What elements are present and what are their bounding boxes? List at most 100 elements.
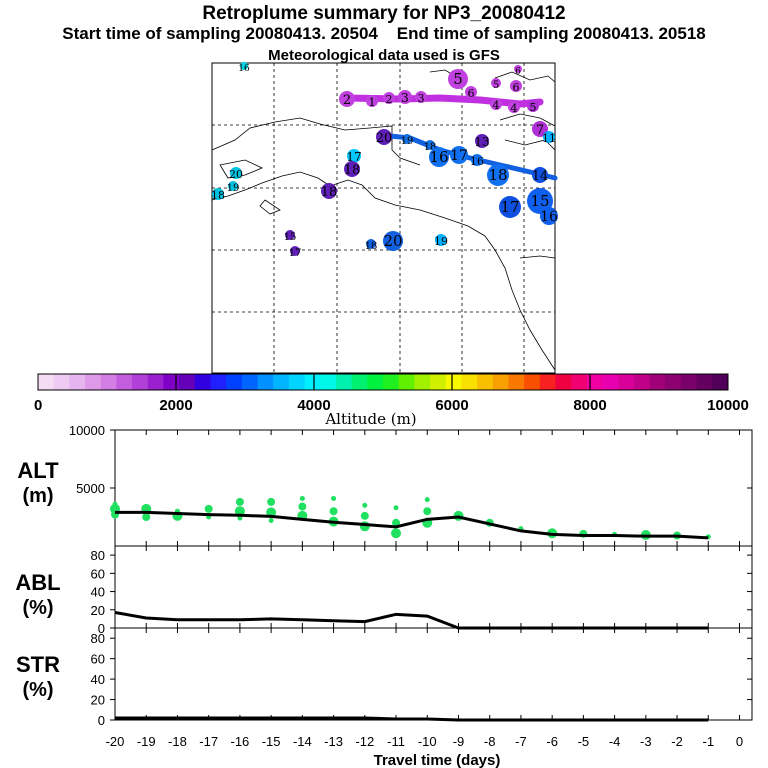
- plume-marker: 19: [434, 234, 448, 248]
- x-axis-label: Travel time (days): [374, 752, 501, 768]
- plume-marker: 6: [510, 80, 522, 94]
- panel-frame: [114, 627, 753, 721]
- panel-title: ALT: [17, 458, 59, 483]
- y-tick-label: 0: [98, 621, 105, 636]
- x-tick-label: -5: [578, 734, 590, 749]
- particle-point: [362, 502, 368, 508]
- plume-marker: 3: [398, 90, 412, 105]
- plume-marker-label: 17: [500, 198, 519, 216]
- colorbar-tick-label: 8000: [573, 397, 606, 414]
- plume-marker-label: 18: [321, 185, 338, 200]
- plume-marker-label: 20: [229, 168, 243, 181]
- plume-marker: 17: [450, 146, 468, 164]
- colorbar-tick-label: 10000: [707, 397, 749, 414]
- plume-marker: 6: [465, 86, 477, 100]
- colorbar-cell: [492, 374, 509, 390]
- plume-marker: 16: [429, 147, 449, 167]
- start-time-label: Start time of sampling 20080413. 20504: [62, 24, 378, 43]
- plume-marker-label: 4: [511, 102, 518, 115]
- plume-marker: 5: [527, 100, 539, 114]
- particle-point: [237, 515, 243, 521]
- plume-marker-dot: [429, 147, 449, 167]
- colorbar-cell: [69, 374, 86, 390]
- x-tick-label: -9: [453, 734, 465, 749]
- plume-marker-label: 2: [386, 93, 393, 106]
- plume-marker-label: 16: [238, 64, 250, 74]
- colorbar-cell: [461, 374, 478, 390]
- colorbar-cell: [555, 374, 572, 390]
- colorbar-cell: [571, 374, 588, 390]
- plume-marker-dot: [415, 91, 427, 103]
- plume-marker-dot: [491, 78, 501, 88]
- colorbar-cell: [100, 374, 117, 390]
- colorbar-cell: [85, 374, 102, 390]
- plume-marker: 18: [321, 183, 338, 200]
- plume-marker-label: 18: [365, 241, 378, 252]
- plume-marker-label: 5: [530, 101, 537, 114]
- plume-marker: 18: [344, 161, 360, 178]
- colorbar-cell: [288, 374, 306, 390]
- y-tick-label: 40: [91, 585, 105, 600]
- y-tick-label: 0: [98, 713, 105, 728]
- x-tick-label: -10: [418, 734, 437, 749]
- particle-point: [235, 497, 244, 506]
- str-line: [115, 716, 709, 722]
- y-tick-label: 20: [91, 693, 105, 708]
- plume-marker: 17: [499, 196, 521, 218]
- x-tick-label: -8: [484, 734, 496, 749]
- plume-marker-dot: [471, 154, 483, 166]
- particle-point: [391, 528, 402, 539]
- plume-marker: 18: [424, 140, 436, 153]
- colorbar-cell: [445, 374, 462, 390]
- colorbar: 0 2000 4000 6000 8000 10000 Altitude (m): [34, 373, 749, 428]
- colorbar-cell: [398, 374, 415, 390]
- plume-marker-dot: [508, 101, 520, 113]
- end-time-label: End time of sampling 20080413. 20518: [396, 24, 706, 43]
- plume-marker-dot: [290, 246, 300, 256]
- panel-abl: 0 20 40 60 80 ABL(%): [15, 545, 753, 636]
- plume-marker: 15: [284, 230, 296, 243]
- colorbar-cell: [147, 374, 164, 390]
- plume-marker-label: 11: [542, 132, 556, 145]
- colorbar-cell: [351, 374, 368, 390]
- plume-marker-dot: [240, 62, 248, 70]
- plume-marker-dot: [398, 90, 412, 104]
- x-tick-label: -18: [168, 734, 187, 749]
- plume-marker-dot: [540, 207, 558, 225]
- colorbar-cell: [163, 374, 180, 390]
- x-tick-label: -13: [324, 734, 343, 749]
- colorbar-cell: [241, 374, 259, 390]
- colorbar-cell: [649, 374, 666, 390]
- plume-marker-dot: [366, 239, 376, 249]
- colorbar-tick-label: 4000: [297, 397, 330, 414]
- colorbar-cell: [524, 374, 541, 390]
- plume-marker-label: 19: [434, 235, 448, 248]
- x-tick-label: -6: [546, 734, 558, 749]
- y-tick-label: 60: [91, 652, 105, 667]
- colorbar-cell: [53, 374, 70, 390]
- abl-line: [114, 611, 709, 630]
- plume-marker-label: 15: [530, 192, 549, 210]
- colorbar-cell: [665, 374, 682, 390]
- plume-marker-label: 6: [513, 81, 520, 94]
- plume-marker: 17: [289, 246, 302, 259]
- plume-marker-dot: [339, 91, 355, 107]
- plume-marker: 19: [401, 134, 413, 147]
- panel-frame: [114, 429, 753, 547]
- plume-marker-label: 17: [289, 248, 302, 259]
- plume-marker: 16: [238, 62, 250, 74]
- plume-marker-label: 4: [493, 99, 500, 112]
- colorbar-cell: [194, 374, 211, 390]
- plume-marker: 2: [383, 92, 395, 106]
- plume-marker-dot: [465, 86, 477, 98]
- plume-marker-label: 17: [346, 150, 361, 164]
- plume-marker-label: 2: [343, 93, 351, 108]
- y-tick-label: 20: [91, 603, 105, 618]
- colorbar-cell: [633, 374, 651, 390]
- plume-marker-dot: [532, 167, 548, 183]
- particle-point: [142, 513, 151, 521]
- x-tick-label: -12: [355, 734, 374, 749]
- colorbar-tick-label: 2000: [159, 397, 192, 414]
- colorbar-cell: [320, 374, 337, 390]
- particle-point: [329, 507, 338, 516]
